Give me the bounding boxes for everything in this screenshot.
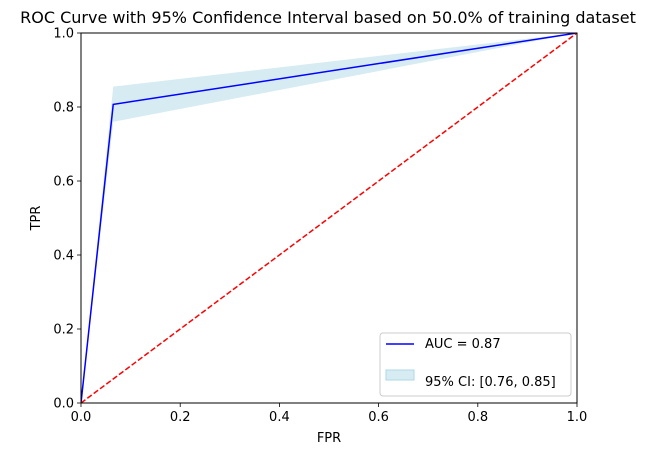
chart-title: ROC Curve with 95% Confidence Interval b… xyxy=(20,8,636,27)
roc-curve-line xyxy=(81,33,577,403)
plot-area xyxy=(81,33,577,403)
plot-frame xyxy=(80,32,578,404)
x-tick-label: 0.8 xyxy=(467,410,488,425)
x-axis: 0.0 0.2 0.4 0.6 0.8 1.0 xyxy=(71,403,588,425)
legend: AUC = 0.87 95% CI: [0.76, 0.85] xyxy=(379,332,572,397)
y-tick-label: 0.6 xyxy=(53,175,74,190)
x-axis-label: FPR xyxy=(317,431,341,446)
y-axis: 0.0 0.2 0.4 0.6 0.8 1.0 xyxy=(53,27,81,412)
chance-diagonal-line xyxy=(81,33,577,403)
x-tick-label: 0.2 xyxy=(170,410,191,425)
y-tick-label: 0.2 xyxy=(53,323,74,338)
x-tick-label: 1.0 xyxy=(567,410,588,425)
legend-label-auc: AUC = 0.87 xyxy=(425,337,501,352)
y-tick-label: 0.8 xyxy=(53,101,74,116)
x-tick-label: 0.6 xyxy=(368,410,389,425)
y-axis-label: TPR xyxy=(29,206,44,232)
x-tick-label: 0.0 xyxy=(71,410,92,425)
legend-band-swatch xyxy=(385,369,415,381)
y-tick-label: 0.4 xyxy=(53,249,74,264)
legend-label-ci: 95% CI: [0.76, 0.85] xyxy=(425,375,556,390)
y-tick-label: 0.0 xyxy=(53,397,74,412)
y-tick-label: 1.0 xyxy=(53,27,74,42)
legend-box xyxy=(379,332,572,397)
x-tick-label: 0.4 xyxy=(269,410,290,425)
